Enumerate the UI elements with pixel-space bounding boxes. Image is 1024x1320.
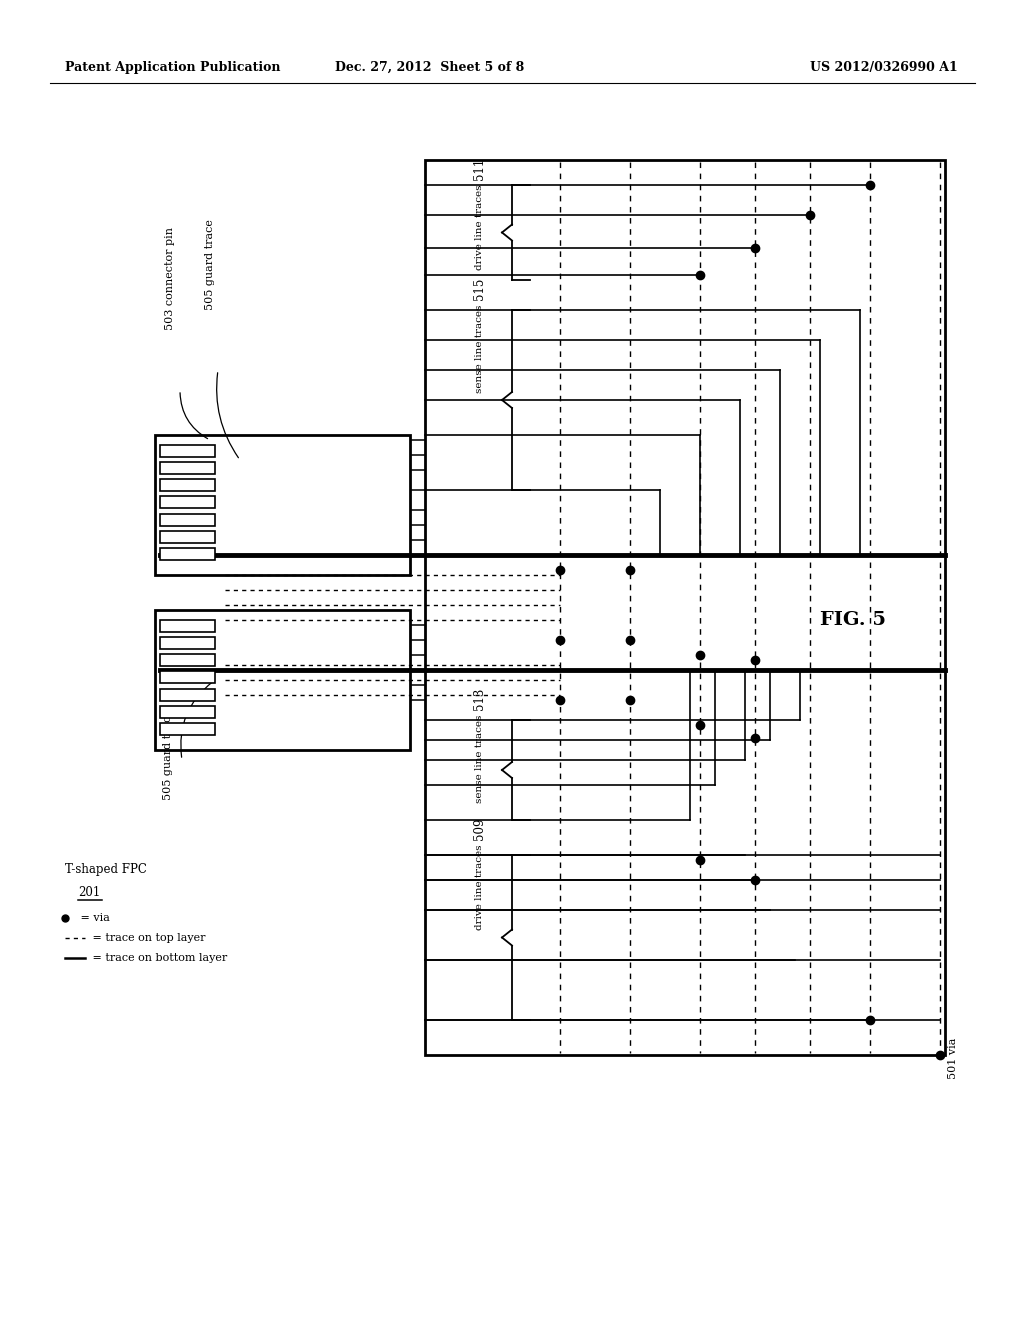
Bar	[155, 610, 410, 750]
Text: 515: 515	[473, 277, 486, 300]
Bar	[160, 655, 215, 667]
Text: 503 connector pin: 503 connector pin	[165, 227, 175, 330]
Text: Patent Application Publication: Patent Application Publication	[65, 61, 281, 74]
Text: 511: 511	[473, 158, 486, 180]
Text: Dec. 27, 2012  Sheet 5 of 8: Dec. 27, 2012 Sheet 5 of 8	[336, 61, 524, 74]
Text: 509: 509	[473, 817, 486, 840]
Text: = via: = via	[77, 913, 110, 923]
Text: T-shaped FPC: T-shaped FPC	[65, 863, 146, 876]
Text: drive line traces: drive line traces	[475, 185, 484, 271]
Text: 505 guard trace: 505 guard trace	[163, 709, 173, 800]
Bar	[155, 436, 410, 576]
Text: drive line traces: drive line traces	[475, 845, 484, 931]
Text: 513: 513	[473, 688, 486, 710]
Bar	[160, 706, 215, 718]
Bar	[160, 672, 215, 684]
Bar	[425, 160, 945, 1055]
Bar	[160, 638, 215, 649]
Bar	[160, 479, 215, 491]
Text: 505 guard trace: 505 guard trace	[205, 219, 215, 310]
Text: = trace on bottom layer: = trace on bottom layer	[89, 953, 227, 964]
Bar	[160, 513, 215, 525]
Bar	[160, 462, 215, 474]
Bar	[160, 689, 215, 701]
Text: FIG. 5: FIG. 5	[820, 611, 886, 630]
Text: US 2012/0326990 A1: US 2012/0326990 A1	[810, 61, 958, 74]
Bar	[160, 445, 215, 457]
Text: 201: 201	[78, 886, 100, 899]
Bar	[160, 620, 215, 632]
Bar	[160, 548, 215, 560]
Bar	[160, 531, 215, 543]
Bar	[160, 723, 215, 735]
Bar	[160, 496, 215, 508]
Text: = trace on top layer: = trace on top layer	[89, 933, 206, 942]
Text: sense line traces: sense line traces	[475, 305, 484, 393]
Text: 501 via: 501 via	[948, 1038, 958, 1080]
Text: sense line traces: sense line traces	[475, 715, 484, 804]
